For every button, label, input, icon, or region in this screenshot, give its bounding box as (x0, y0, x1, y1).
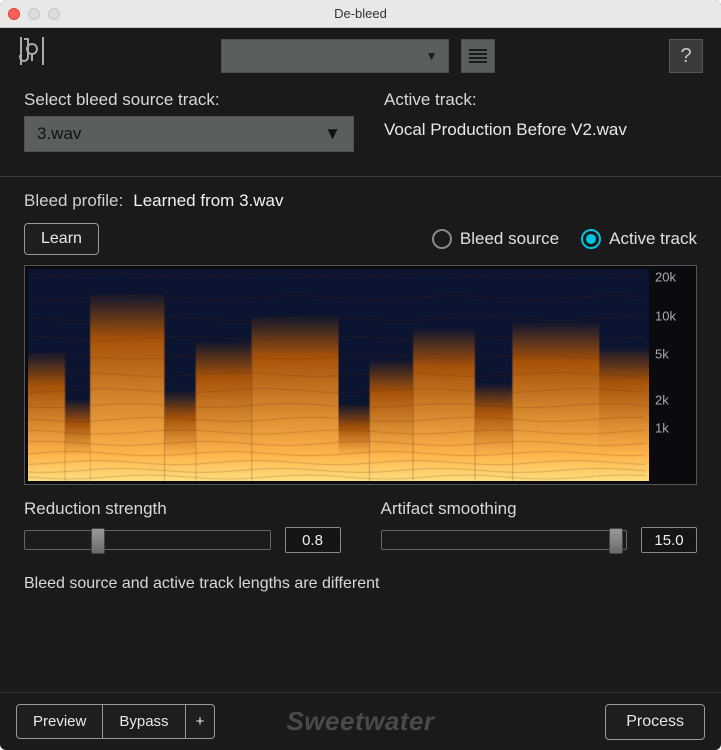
artifact-smoothing-label: Artifact smoothing (381, 499, 698, 519)
freq-tick-label: 1k (655, 421, 669, 436)
compare-add-button[interactable]: + (186, 704, 216, 739)
bleed-source-label: Select bleed source track: (24, 90, 354, 110)
slider-thumb[interactable] (91, 528, 105, 554)
active-track-value: Vocal Production Before V2.wav (384, 116, 697, 140)
reduction-strength-slider[interactable] (24, 530, 271, 550)
process-button[interactable]: Process (605, 704, 705, 740)
help-icon: ? (680, 45, 691, 68)
bleed-source-select[interactable]: 3.wav ▼ (24, 116, 354, 152)
frequency-axis: 20k 10k 5k 2k 1k (649, 269, 693, 481)
zoom-window-button[interactable] (48, 8, 60, 20)
radio-icon (581, 229, 601, 249)
preset-dropdown[interactable]: ▼ (221, 39, 449, 73)
top-toolbar: ▼ ? (0, 28, 721, 84)
close-window-button[interactable] (8, 8, 20, 20)
minimize-window-button[interactable] (28, 8, 40, 20)
chevron-down-icon: ▼ (324, 124, 341, 144)
spectrogram-panel: 20k 10k 5k 2k 1k (24, 265, 697, 485)
active-track-label: Active track: (384, 90, 697, 110)
radio-active-label: Active track (609, 229, 697, 249)
help-button[interactable]: ? (669, 39, 703, 73)
learn-button[interactable]: Learn (24, 223, 99, 255)
freq-tick-label: 10k (655, 308, 676, 323)
bleed-profile-value: Learned from 3.wav (133, 191, 283, 211)
preview-button[interactable]: Preview (16, 704, 103, 739)
length-mismatch-warning: Bleed source and active track lengths ar… (24, 575, 697, 593)
radio-active-track[interactable]: Active track (581, 229, 697, 249)
view-radio-group: Bleed source Active track (432, 229, 697, 249)
freq-tick-label: 5k (655, 346, 669, 361)
divider (0, 176, 721, 177)
bleed-profile-label: Bleed profile: (24, 191, 123, 211)
bypass-button[interactable]: Bypass (103, 704, 185, 739)
radio-icon (432, 229, 452, 249)
preset-list-button[interactable] (461, 39, 495, 73)
radio-bleed-source[interactable]: Bleed source (432, 229, 559, 249)
freq-tick-label: 20k (655, 270, 676, 285)
freq-tick-label: 2k (655, 393, 669, 408)
mic-icon (18, 37, 46, 76)
reduction-strength-label: Reduction strength (24, 499, 341, 519)
artifact-smoothing-slider[interactable] (381, 530, 628, 550)
artifact-smoothing-value[interactable]: 15.0 (641, 527, 697, 553)
spectrogram-canvas[interactable] (28, 269, 649, 481)
titlebar: De-bleed (0, 0, 721, 28)
radio-bleed-label: Bleed source (460, 229, 559, 249)
slider-thumb[interactable] (609, 528, 623, 554)
chevron-down-icon: ▼ (426, 49, 438, 63)
list-icon (469, 49, 487, 63)
window-title: De-bleed (0, 6, 721, 21)
watermark-text: Sweetwater (286, 706, 434, 737)
bottom-bar: Preview Bypass + Sweetwater Process (0, 692, 721, 750)
reduction-strength-value[interactable]: 0.8 (285, 527, 341, 553)
bleed-source-selected-value: 3.wav (37, 124, 81, 144)
